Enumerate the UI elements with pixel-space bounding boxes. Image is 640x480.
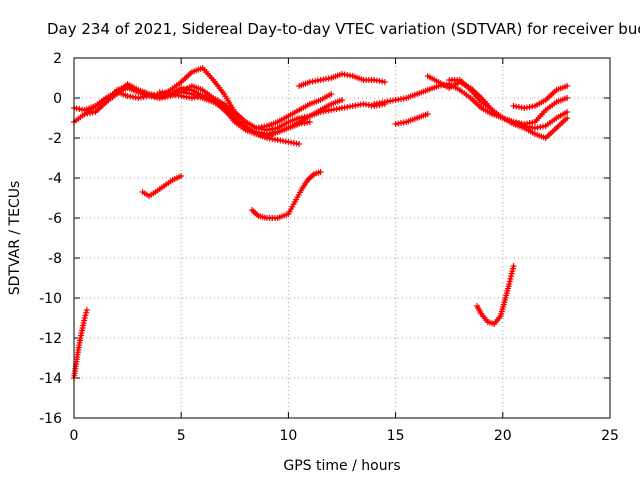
y-tick-label: -16 — [39, 411, 62, 427]
data-point — [306, 119, 313, 125]
y-tick-label: -10 — [39, 291, 62, 307]
series-arc-13 — [446, 77, 571, 127]
chart-title: Day 234 of 2021, Sidereal Day-to-day VTE… — [47, 20, 640, 38]
data-point — [82, 312, 89, 319]
series-arc-5 — [103, 65, 335, 131]
data-point — [81, 315, 88, 321]
x-tick-label: 10 — [279, 428, 297, 444]
y-tick-label: -2 — [48, 131, 62, 147]
y-axis-label: SDTVAR / TECUs — [7, 181, 23, 296]
x-tick-label: 20 — [494, 428, 512, 444]
series-arc-11 — [392, 111, 431, 127]
y-tick-label: 2 — [53, 51, 62, 67]
x-tick-label: 0 — [70, 428, 79, 444]
y-tick-label: -6 — [48, 211, 62, 227]
data-point — [510, 263, 517, 269]
data-point — [424, 111, 431, 117]
plot-frame — [73, 57, 611, 419]
data-point — [178, 173, 185, 179]
series-arc-9 — [248, 169, 324, 221]
y-tick-label: -4 — [48, 171, 62, 187]
data-series — [71, 65, 571, 381]
data-point — [564, 83, 571, 89]
series-arc-8 — [139, 173, 185, 199]
y-tick-label: -12 — [39, 331, 62, 347]
series-arc-1 — [71, 307, 90, 381]
x-axis-label: GPS time / hours — [283, 458, 400, 474]
data-point — [339, 97, 345, 103]
x-tick-label: 5 — [177, 428, 186, 444]
data-point — [564, 115, 571, 121]
x-tick-label: 15 — [387, 428, 405, 444]
series-arc-7 — [296, 71, 388, 89]
x-tick-label: 25 — [601, 428, 619, 444]
series-arc-10 — [371, 81, 571, 131]
data-point — [83, 307, 90, 313]
grid-lines — [74, 58, 610, 418]
data-point — [564, 95, 571, 101]
data-point — [381, 79, 388, 85]
data-point — [83, 309, 90, 316]
series-arc-6 — [156, 83, 303, 147]
y-tick-label: -14 — [39, 371, 62, 387]
series-arc-14 — [510, 83, 571, 111]
y-tick-label: -8 — [48, 251, 62, 267]
data-point — [317, 169, 324, 175]
data-point — [296, 141, 303, 147]
series-arc-2 — [71, 85, 313, 139]
y-tick-label: 0 — [53, 91, 62, 107]
series-arc-15 — [474, 263, 517, 327]
data-point — [328, 91, 335, 97]
data-point — [564, 109, 571, 115]
